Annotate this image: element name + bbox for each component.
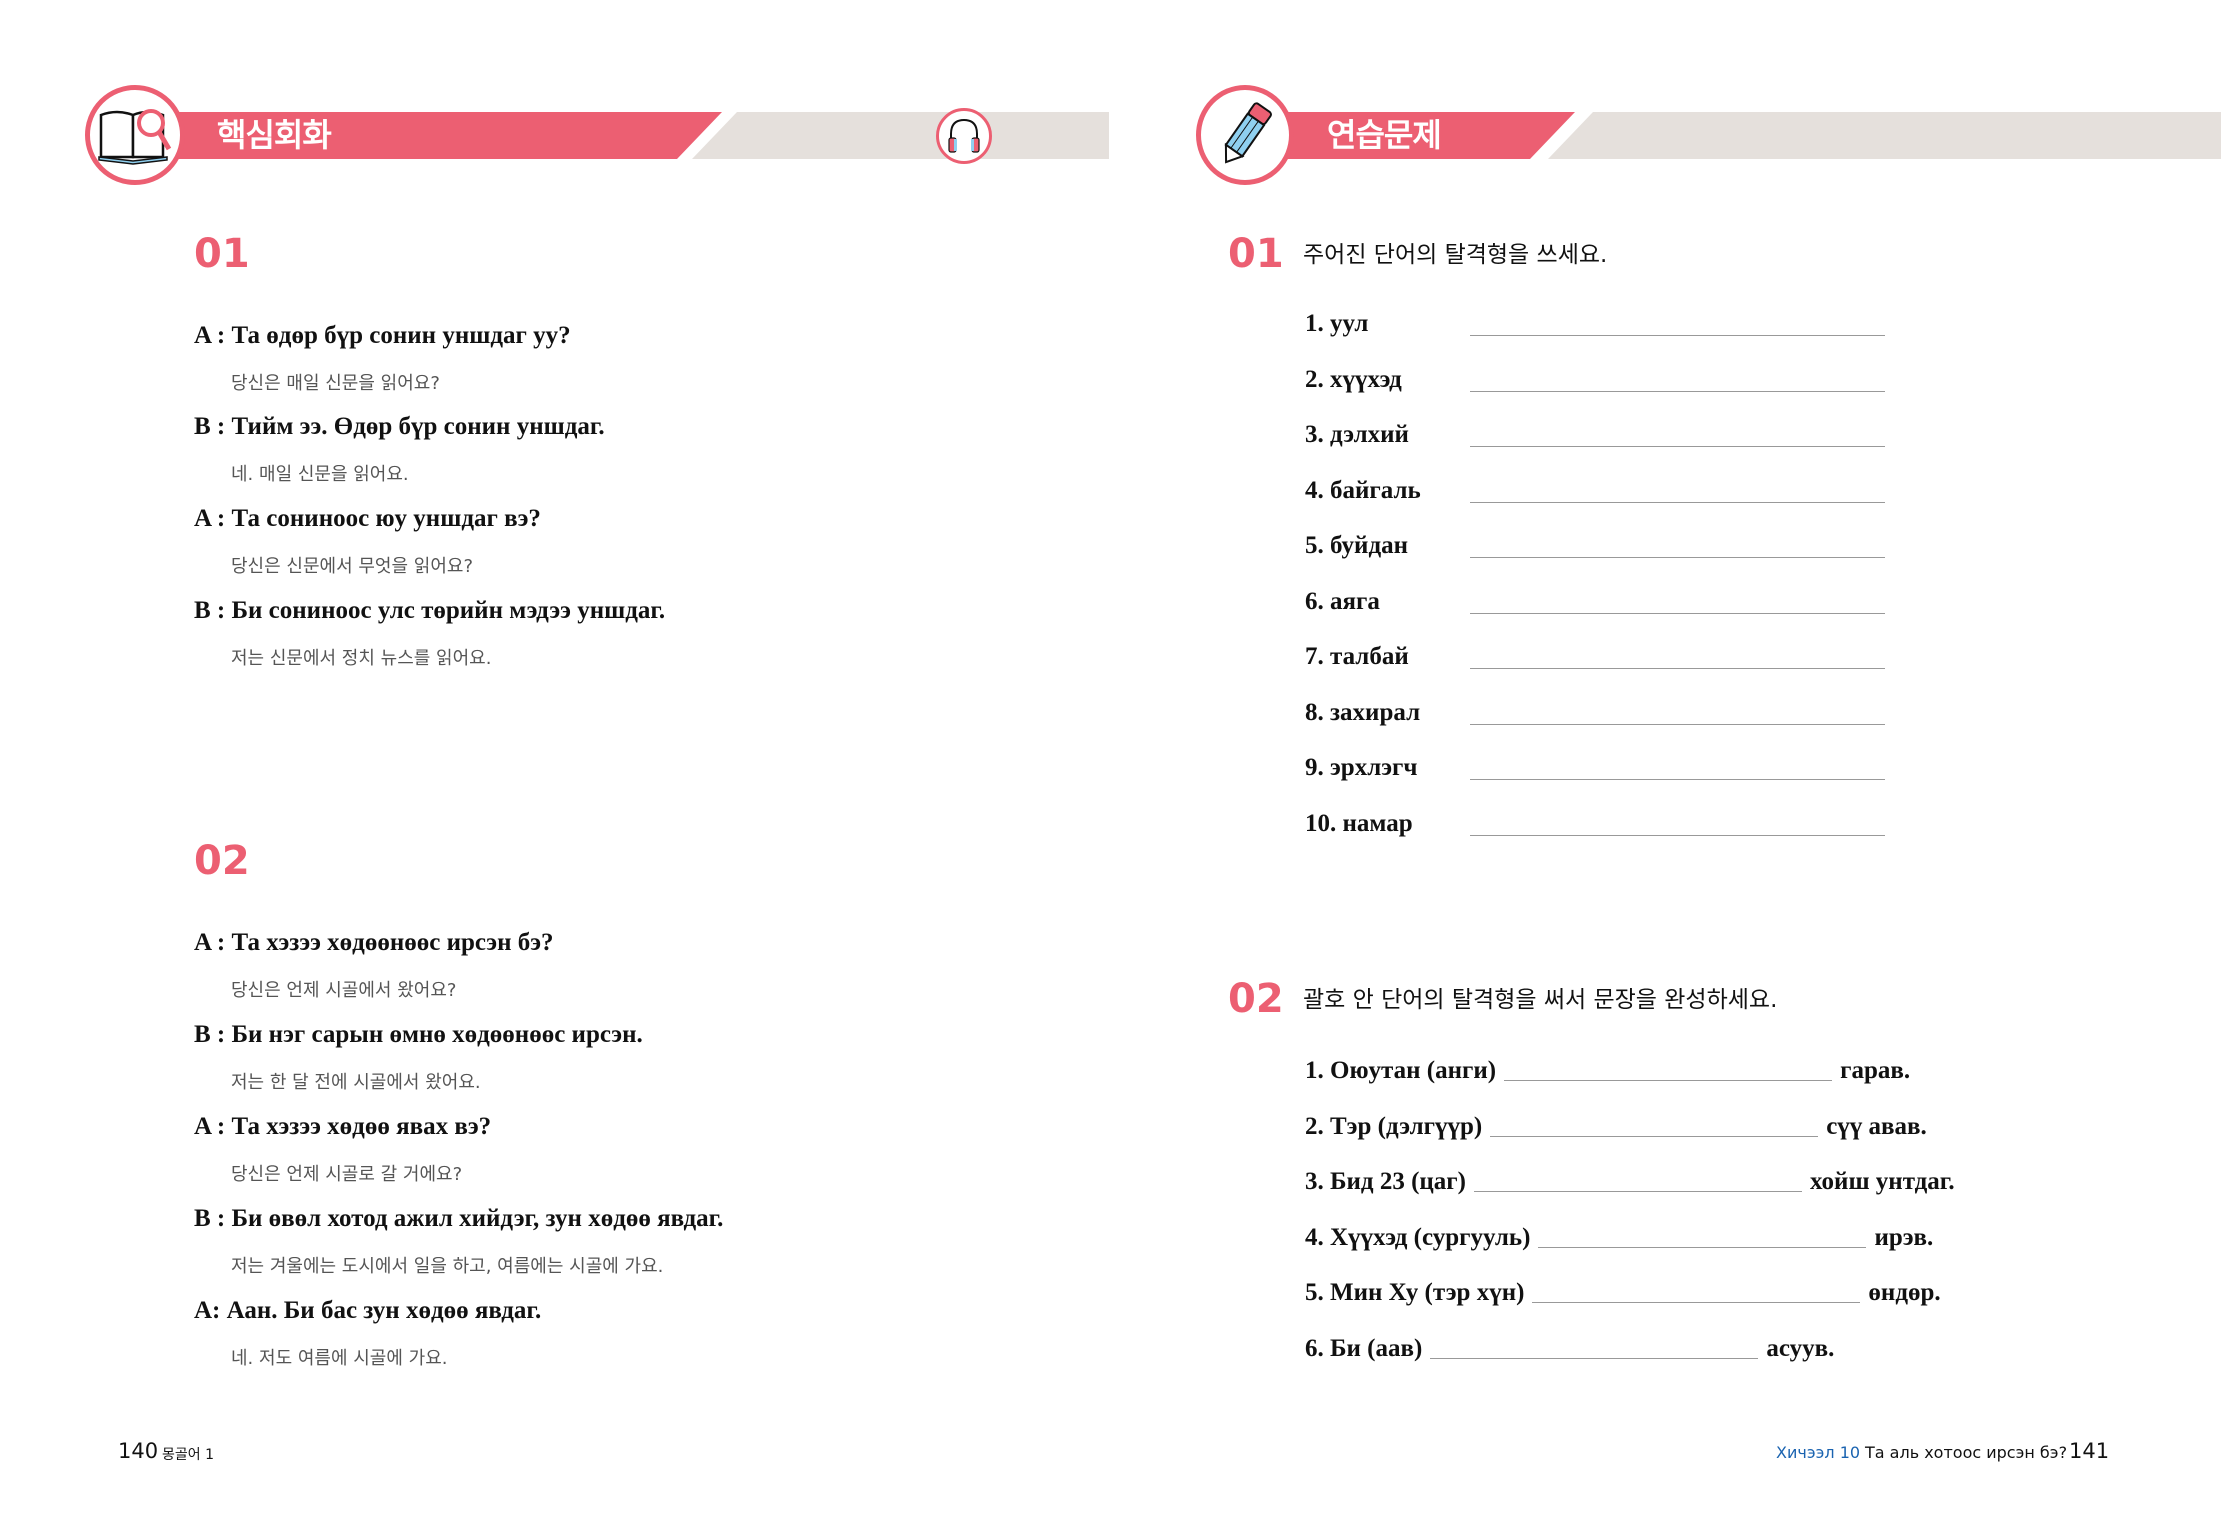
section-title-right: 연습문제 bbox=[1327, 116, 1442, 154]
sentence-after: өндөр. bbox=[1868, 1279, 1941, 1306]
dialogue-line: A : Та өдөр бүр сонин уншдаг уу? bbox=[194, 322, 571, 349]
section-banner-left-gray bbox=[692, 112, 1109, 159]
section-icon-badge bbox=[1196, 85, 1294, 185]
answer-blank[interactable] bbox=[1490, 1135, 1819, 1137]
audio-button[interactable] bbox=[936, 108, 992, 164]
exercise-number: 01 bbox=[1228, 231, 1284, 277]
answer-blank[interactable] bbox=[1430, 1357, 1759, 1359]
answer-blank[interactable] bbox=[1532, 1301, 1861, 1303]
answer-blank[interactable] bbox=[1504, 1079, 1833, 1081]
dialogue-translation: 저는 한 달 전에 시골에서 왔어요. bbox=[231, 1072, 481, 1093]
exercise-sentence: 6. Би (аав) асуув. bbox=[1305, 1334, 1834, 1364]
exercise-item-word: 8. захирал bbox=[1305, 698, 1421, 726]
answer-blank[interactable] bbox=[1470, 612, 1885, 614]
book-magnifier-icon bbox=[98, 109, 172, 165]
dialogue-translation: 저는 신문에서 정치 뉴스를 읽어요. bbox=[231, 648, 492, 669]
sentence-before: 1. Оюутан (анги) bbox=[1305, 1057, 1497, 1084]
section-banner-left bbox=[140, 112, 722, 159]
sentence-after: гарав. bbox=[1840, 1057, 1911, 1084]
sentence-after: асуув. bbox=[1766, 1334, 1835, 1362]
dialogue-translation: 네. 저도 여름에 시골에 가요. bbox=[231, 1348, 448, 1369]
answer-blank[interactable] bbox=[1470, 501, 1885, 503]
answer-blank[interactable] bbox=[1470, 779, 1885, 780]
sentence-after: хойш унтдаг. bbox=[1810, 1168, 1955, 1195]
headphones-icon bbox=[948, 118, 980, 153]
exercise-item-word: 7. талбай bbox=[1305, 643, 1409, 670]
dialogue-number: 01 bbox=[194, 231, 250, 277]
dialogue-line: B : Би сониноос улс төрийн мэдээ уншдаг. bbox=[194, 597, 666, 624]
exercise-item-word: 5. буйдан bbox=[1305, 532, 1409, 559]
dialogue-line: A : Та сониноос юу уншдаг вэ? bbox=[194, 505, 541, 532]
section-banner-right bbox=[1265, 112, 1575, 159]
sentence-before: 4. Хүүхэд (сургууль) bbox=[1305, 1223, 1531, 1251]
answer-blank[interactable] bbox=[1538, 1246, 1867, 1248]
exercise-sentence: 1. Оюутан (анги) гарав. bbox=[1305, 1056, 1910, 1086]
dialogue-line: A: Аан. Би бас зун хөдөө явдаг. bbox=[194, 1297, 542, 1324]
pencil-icon bbox=[1224, 102, 1272, 164]
book-title: 몽골어 1 bbox=[162, 1447, 214, 1463]
answer-blank[interactable] bbox=[1470, 723, 1885, 725]
sentence-before: 6. Би (аав) bbox=[1305, 1334, 1423, 1362]
section-banner-right-gray bbox=[1548, 112, 2221, 159]
answer-blank[interactable] bbox=[1470, 390, 1885, 392]
section-icon-badge bbox=[85, 85, 185, 185]
dialogue-translation: 당신은 언제 시골로 갈 거에요? bbox=[231, 1164, 463, 1185]
dialogue-number: 02 bbox=[194, 838, 250, 884]
dialogue-translation: 당신은 매일 신문을 읽어요? bbox=[231, 373, 440, 394]
lesson-label: Хичээл 10 bbox=[1776, 1443, 1861, 1462]
lesson-title: Та аль хотоос ирсэн бэ? bbox=[1865, 1443, 2068, 1462]
section-title-left: 핵심회화 bbox=[217, 116, 332, 154]
exercise-item-word: 9. эрхлэгч bbox=[1305, 754, 1418, 781]
exercise-instruction: 괄호 안 단어의 탈격형을 써서 문장을 완성하세요. bbox=[1303, 987, 1778, 1013]
exercise-item-word: 2. хүүхэд bbox=[1305, 365, 1402, 393]
answer-blank[interactable] bbox=[1470, 834, 1885, 836]
exercise-item-word: 3. дэлхий bbox=[1305, 421, 1409, 448]
sentence-before: 3. Бид 23 (цаг) bbox=[1305, 1168, 1466, 1195]
answer-blank[interactable] bbox=[1470, 335, 1885, 336]
answer-blank[interactable] bbox=[1470, 668, 1885, 669]
dialogue-line: A : Та хэзээ хөдөөнөөс ирсэн бэ? bbox=[194, 929, 554, 956]
page-number-right: 141 bbox=[2069, 1439, 2110, 1463]
dialogue-line: B : Би өвөл хотод ажил хийдэг, зун хөдөө… bbox=[194, 1205, 724, 1232]
dialogue-translation: 네. 매일 신문을 읽어요. bbox=[231, 464, 409, 485]
dialogue-translation: 저는 겨울에는 도시에서 일을 하고, 여름에는 시골에 가요. bbox=[231, 1256, 664, 1277]
sentence-before: 2. Тэр (дэлгүүр) bbox=[1305, 1112, 1483, 1140]
exercise-item-word: 1. уул bbox=[1305, 310, 1369, 337]
exercise-sentence: 3. Бид 23 (цаг) хойш унтдаг. bbox=[1305, 1167, 1955, 1197]
sentence-after: ирэв. bbox=[1874, 1223, 1934, 1251]
exercise-number: 02 bbox=[1228, 976, 1284, 1022]
exercise-instruction: 주어진 단어의 탈격형을 쓰세요. bbox=[1303, 242, 1608, 268]
answer-blank[interactable] bbox=[1470, 446, 1885, 447]
exercise-sentence: 4. Хүүхэд (сургууль) ирэв. bbox=[1305, 1223, 1933, 1253]
dialogue-line: B : Би нэг сарын өмнө хөдөөнөөс ирсэн. bbox=[194, 1021, 643, 1048]
exercise-item-word: 10. намар bbox=[1305, 809, 1413, 837]
sentence-before: 5. Мин Ху (тэр хүн) bbox=[1305, 1279, 1525, 1306]
answer-blank[interactable] bbox=[1474, 1190, 1802, 1192]
answer-blank[interactable] bbox=[1470, 557, 1885, 558]
exercise-item-word: 6. аяга bbox=[1305, 587, 1380, 615]
dialogue-translation: 당신은 언제 시골에서 왔어요? bbox=[231, 980, 457, 1001]
exercise-item-word: 4. байгаль bbox=[1305, 476, 1421, 504]
exercise-sentence: 2. Тэр (дэлгүүр) сүү авав. bbox=[1305, 1112, 1927, 1142]
dialogue-line: A : Та хэзээ хөдөө явах вэ? bbox=[194, 1113, 492, 1140]
page-number-left: 140 bbox=[118, 1439, 159, 1463]
sentence-after: сүү авав. bbox=[1826, 1112, 1927, 1140]
dialogue-line: B : Тийм ээ. Өдөр бүр сонин уншдаг. bbox=[194, 413, 605, 440]
exercise-sentence: 5. Мин Ху (тэр хүн) өндөр. bbox=[1305, 1278, 1941, 1308]
dialogue-translation: 당신은 신문에서 무엇을 읽어요? bbox=[231, 556, 473, 577]
